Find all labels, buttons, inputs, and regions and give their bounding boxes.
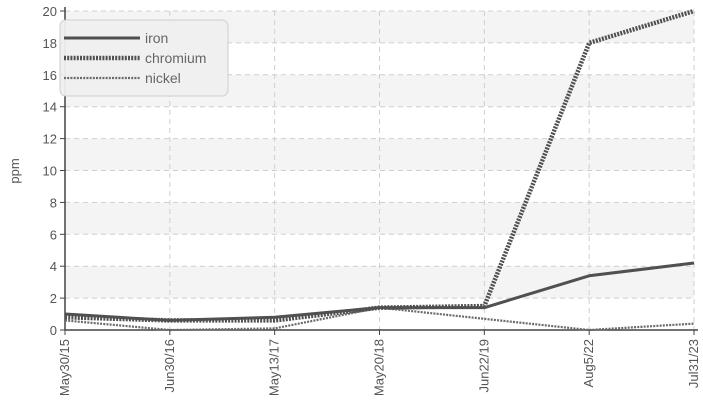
y-tick-label: 16 — [43, 68, 57, 83]
y-tick-label: 6 — [50, 227, 57, 242]
legend-label-nickel: nickel — [145, 70, 181, 86]
x-tick-label: Jul31/23 — [686, 339, 701, 388]
x-tick-label: May20/18 — [372, 339, 387, 396]
y-axis-label: ppm — [7, 158, 22, 183]
x-tick-label: May30/15 — [57, 339, 72, 396]
y-tick-label: 18 — [43, 36, 57, 51]
legend-label-iron: iron — [145, 30, 168, 46]
legend-label-chromium: chromium — [145, 50, 206, 66]
y-tick-label: 14 — [43, 100, 57, 115]
x-tick-label: Aug5/22 — [581, 339, 596, 387]
y-tick-label: 12 — [43, 132, 57, 147]
y-tick-labels: 0 2 4 6 8 10 12 14 16 18 20 — [43, 4, 57, 338]
y-tick-label: 2 — [50, 291, 57, 306]
y-tick-label: 0 — [50, 323, 57, 338]
x-tick-label: May13/17 — [267, 339, 282, 396]
x-tick-label: Jun22/19 — [476, 339, 491, 393]
y-tick-label: 10 — [43, 164, 57, 179]
x-tick-label: Jun30/16 — [162, 339, 177, 393]
y-tick-label: 20 — [43, 4, 57, 19]
legend: iron chromium nickel — [59, 19, 229, 97]
x-tick-labels: May30/15 Jun30/16 May13/17 May20/18 Jun22/19… — [57, 339, 701, 396]
y-tick-label: 8 — [50, 195, 57, 210]
series-lines — [64, 8, 695, 332]
y-tick-label: 4 — [50, 259, 57, 274]
series-line-chromium — [64, 8, 695, 323]
